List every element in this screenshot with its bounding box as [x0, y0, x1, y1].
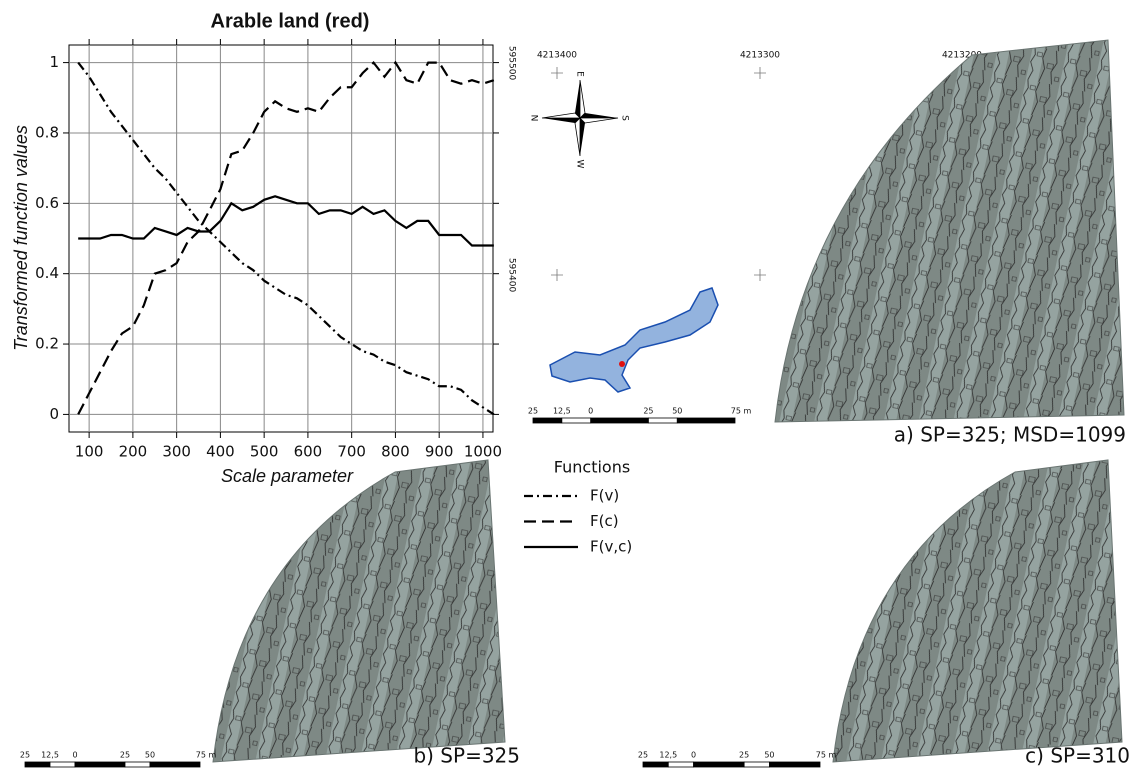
x-tick-label: 900 — [425, 443, 454, 461]
x-tick-label: 100 — [75, 443, 104, 461]
compass: N E S W — [529, 71, 630, 168]
x-axis-label: Scale parameter — [221, 466, 354, 486]
panel-caption: b) SP=325 — [413, 744, 520, 768]
x-tick-label: 600 — [294, 443, 323, 461]
x-tick-label: 1000 — [464, 443, 502, 461]
y-tick-label: 0.2 — [35, 335, 59, 353]
compass-label: S — [620, 115, 630, 121]
scale-bar-label: 12,5 — [659, 751, 677, 760]
compass-label: W — [575, 160, 585, 169]
x-tick-label: 700 — [337, 443, 366, 461]
scale-bar-segment — [533, 418, 562, 423]
scale-bar-label: 25 — [528, 407, 538, 416]
x-tick-label: 500 — [250, 443, 279, 461]
scale-bar-label: 50 — [764, 751, 774, 760]
scale-bar-segment — [591, 418, 649, 423]
scale-bar-segment — [75, 762, 125, 767]
scale-bar-label: 50 — [672, 407, 682, 416]
scale-bar-label: 25 — [20, 751, 30, 760]
scale-bar-label: 75 m — [731, 407, 752, 416]
compass-label: E — [575, 71, 585, 77]
study-area — [550, 288, 718, 392]
legend-label: F(v) — [590, 487, 619, 505]
y-tick-label: 0.6 — [35, 194, 59, 212]
y-axis-label: Transformed function values — [11, 125, 31, 351]
scale-bar-label: 75 m — [816, 751, 837, 760]
scale-bar-segment — [769, 762, 820, 767]
scale-bar-segment — [150, 762, 200, 767]
legend-label: F(c) — [590, 512, 619, 530]
segmentation-image-c — [833, 460, 1122, 762]
scale-bar-label: 25 — [739, 751, 749, 760]
x-tick-label: 200 — [119, 443, 148, 461]
scale-bar-segment — [677, 418, 735, 423]
y-tick-label: 0.4 — [35, 264, 59, 282]
easting-label: 4213400 — [537, 51, 577, 61]
panel-caption: a) SP=325; MSD=1099 — [894, 423, 1126, 447]
location-marker — [619, 361, 625, 367]
scale-bar-segment — [562, 418, 591, 423]
scale-bar-segment — [648, 418, 677, 423]
scale-bar-segment — [668, 762, 693, 767]
scale-bar-label: 25 — [643, 407, 653, 416]
scale-bar-label: 0 — [72, 751, 77, 760]
scale-bar-label: 25 — [120, 751, 130, 760]
northing-label: 595400 — [507, 258, 517, 293]
scale-bar-segment — [694, 762, 745, 767]
y-tick-label: 0.8 — [35, 123, 59, 141]
compass-label: N — [529, 115, 539, 122]
scale-bar-label: 0 — [588, 407, 593, 416]
segmentation-image-b — [213, 460, 505, 762]
scale-bar-label: 50 — [145, 751, 155, 760]
chart-title: Arable land (red) — [211, 10, 370, 32]
x-tick-label: 400 — [206, 443, 235, 461]
scale-bar-segment — [125, 762, 150, 767]
scale-bar-label: 12,5 — [553, 407, 571, 416]
x-tick-label: 300 — [162, 443, 191, 461]
legend-label: F(v,c) — [590, 538, 632, 556]
panel-caption: c) SP=310 — [1025, 744, 1130, 768]
segmentation-image-a — [775, 40, 1124, 422]
scale-bar-label: 0 — [691, 751, 696, 760]
y-tick-label: 0 — [49, 405, 59, 423]
northing-label: 595500 — [507, 46, 517, 81]
scale-bar-segment — [643, 762, 668, 767]
easting-label: 4213300 — [740, 51, 780, 61]
x-tick-label: 800 — [381, 443, 410, 461]
scale-bar-label: 25 — [638, 751, 648, 760]
scale-bar-segment — [744, 762, 769, 767]
scale-bar-label: 75 m — [196, 751, 217, 760]
scale-bar-segment — [25, 762, 50, 767]
y-tick-label: 1 — [49, 53, 59, 71]
figure: Arable land (red) Transformed function v… — [0, 0, 1133, 773]
scale-bar-label: 12,5 — [41, 751, 59, 760]
scale-bar-segment — [50, 762, 75, 767]
legend-title: Functions — [554, 458, 630, 477]
